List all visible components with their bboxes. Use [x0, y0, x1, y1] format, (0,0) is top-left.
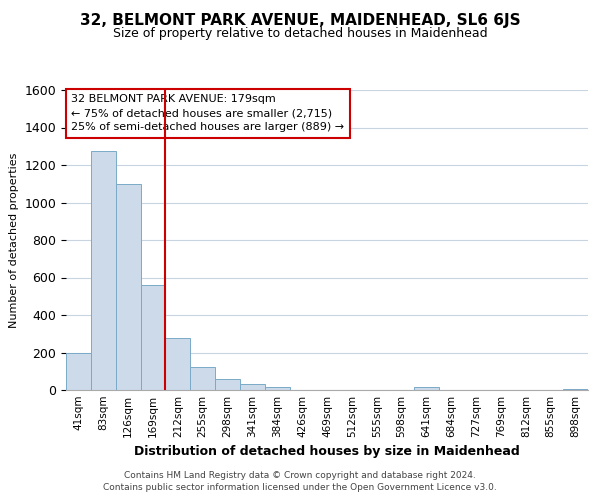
Text: 32 BELMONT PARK AVENUE: 179sqm
← 75% of detached houses are smaller (2,715)
25% : 32 BELMONT PARK AVENUE: 179sqm ← 75% of … — [71, 94, 344, 132]
Bar — [265, 387, 290, 390]
Text: Contains HM Land Registry data © Crown copyright and database right 2024.
Contai: Contains HM Land Registry data © Crown c… — [103, 471, 497, 492]
Bar — [190, 366, 215, 390]
Y-axis label: Number of detached properties: Number of detached properties — [9, 152, 19, 328]
Bar — [563, 388, 588, 390]
Bar — [166, 338, 190, 390]
X-axis label: Distribution of detached houses by size in Maidenhead: Distribution of detached houses by size … — [134, 446, 520, 458]
Text: Size of property relative to detached houses in Maidenhead: Size of property relative to detached ho… — [113, 28, 487, 40]
Bar — [140, 285, 166, 390]
Bar — [66, 352, 91, 390]
Bar — [91, 151, 116, 390]
Bar — [215, 379, 240, 390]
Text: 32, BELMONT PARK AVENUE, MAIDENHEAD, SL6 6JS: 32, BELMONT PARK AVENUE, MAIDENHEAD, SL6… — [80, 12, 520, 28]
Bar — [116, 184, 140, 390]
Bar — [414, 387, 439, 390]
Bar — [240, 384, 265, 390]
